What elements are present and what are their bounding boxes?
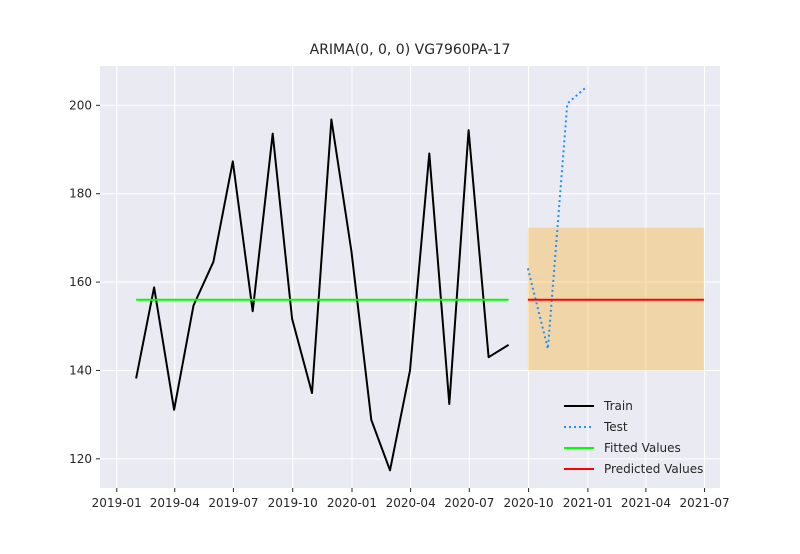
axis-labels: 2019-01 2019-04 2019-07 2019-10 2020-01 2020-… [69,98,730,510]
x-tick-label: 2020-04 [386,496,436,510]
y-tick-label: 180 [69,187,92,201]
x-tick-label: 2019-10 [268,496,318,510]
x-tick-label: 2019-07 [208,496,258,510]
legend-label: Train [603,399,633,413]
plot-area [100,66,720,488]
y-tick-label: 160 [69,275,92,289]
y-tick-label: 200 [69,98,92,112]
legend-label: Test [603,420,628,434]
x-tick-label: 2020-07 [444,496,494,510]
y-tick-label: 120 [69,452,92,466]
legend-label: Predicted Values [604,462,703,476]
series-line-test [526,85,588,350]
series-line-train [135,118,510,472]
y-tick-label: 140 [69,363,92,377]
x-tick-label: 2021-01 [563,496,613,510]
x-tick-label: 2020-01 [327,496,377,510]
legend-label: Fitted Values [604,441,681,455]
x-tick-label: 2021-04 [621,496,671,510]
grid [100,66,720,488]
x-tick-label: 2019-01 [92,496,142,510]
x-tick-label: 2021-07 [679,496,729,510]
legend: Train Test Fitted Values Predicted Values [564,399,703,476]
x-tick-label: 2019-04 [150,496,200,510]
chart-title: ARIMA(0, 0, 0) VG7960PA-17 [310,42,511,58]
x-tick-label: 2020-10 [504,496,554,510]
series-layer [135,85,704,472]
